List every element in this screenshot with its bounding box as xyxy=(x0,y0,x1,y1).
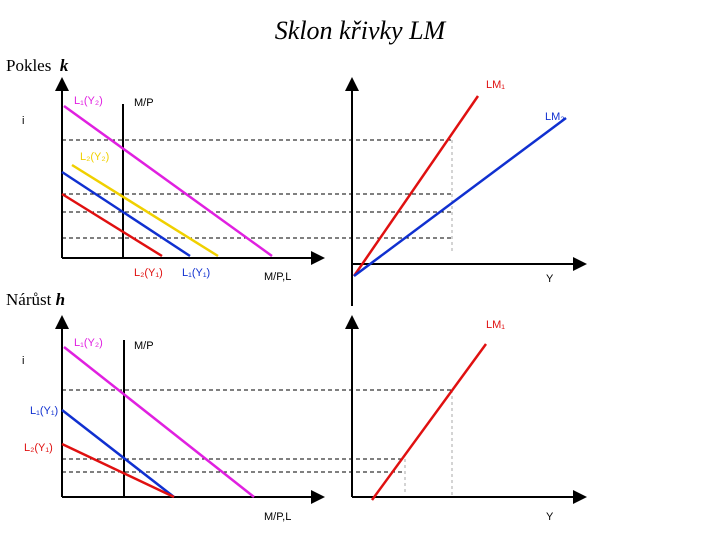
lm1-curve xyxy=(352,95,480,277)
bottom-money-market-panel: i M/P,L M/P L₁(Y₂) L₁(Y₁) L₂(Y₁) xyxy=(22,315,452,523)
section-label-variable: k xyxy=(59,56,69,75)
top-money-market-panel: i M/P,L M/P L₁(Y₂) L₂(Y₂) L₁(Y₁) L₂(Y₁) xyxy=(22,77,452,283)
top-lm-panel: LM₁ LM₂ Y xyxy=(345,77,587,306)
curve-l2-y1 xyxy=(61,442,175,499)
lm2-label: LM₂ xyxy=(545,111,565,123)
lm2-curve xyxy=(353,116,567,278)
curve-label-l2-y1: L₂(Y₁) xyxy=(24,442,53,454)
money-supply-label: M/P xyxy=(134,340,154,352)
x-axis-label: M/P,L xyxy=(264,511,291,523)
section-label-variable: h xyxy=(55,290,66,309)
lm1-label: LM₁ xyxy=(486,319,505,331)
curve-l1-y1 xyxy=(61,170,191,258)
curve-label-l2-y1: L₂(Y₁) xyxy=(134,267,163,279)
section-label-prefix: Nárůst xyxy=(6,290,52,309)
x-axis-label: Y xyxy=(546,511,554,523)
curve-l1-y2 xyxy=(63,346,255,498)
curve-label-l2-y2: L₂(Y₂) xyxy=(80,151,109,163)
bottom-lm-panel: LM₁ Y xyxy=(345,315,587,523)
curve-label-l1-y1: L₁(Y₁) xyxy=(30,405,58,417)
section-label-prefix: Pokles xyxy=(6,56,52,75)
curve-l2-y1 xyxy=(61,192,163,258)
curve-l2-y2 xyxy=(71,163,219,258)
page-title: Sklon křivky LM xyxy=(274,16,446,45)
curve-l1-y1 xyxy=(61,409,175,498)
y-axis-label: i xyxy=(22,355,24,367)
section-label-increase-h: Nárůst h xyxy=(6,290,65,310)
curve-l1-y2 xyxy=(63,104,273,258)
curve-label-l1-y2: L₁(Y₂) xyxy=(74,95,103,107)
lm1-label: LM₁ xyxy=(486,79,505,91)
section-label-decrease-k: Pokles k xyxy=(6,56,68,76)
money-supply-label: M/P xyxy=(134,97,154,109)
curve-label-l1-y2: L₁(Y₂) xyxy=(74,337,103,349)
y-axis-label: i xyxy=(22,115,24,127)
curve-label-l1-y1: L₁(Y₁) xyxy=(182,267,210,279)
x-axis-label: M/P,L xyxy=(264,271,291,283)
lm1-curve xyxy=(370,343,488,501)
x-axis-label: Y xyxy=(546,273,554,285)
